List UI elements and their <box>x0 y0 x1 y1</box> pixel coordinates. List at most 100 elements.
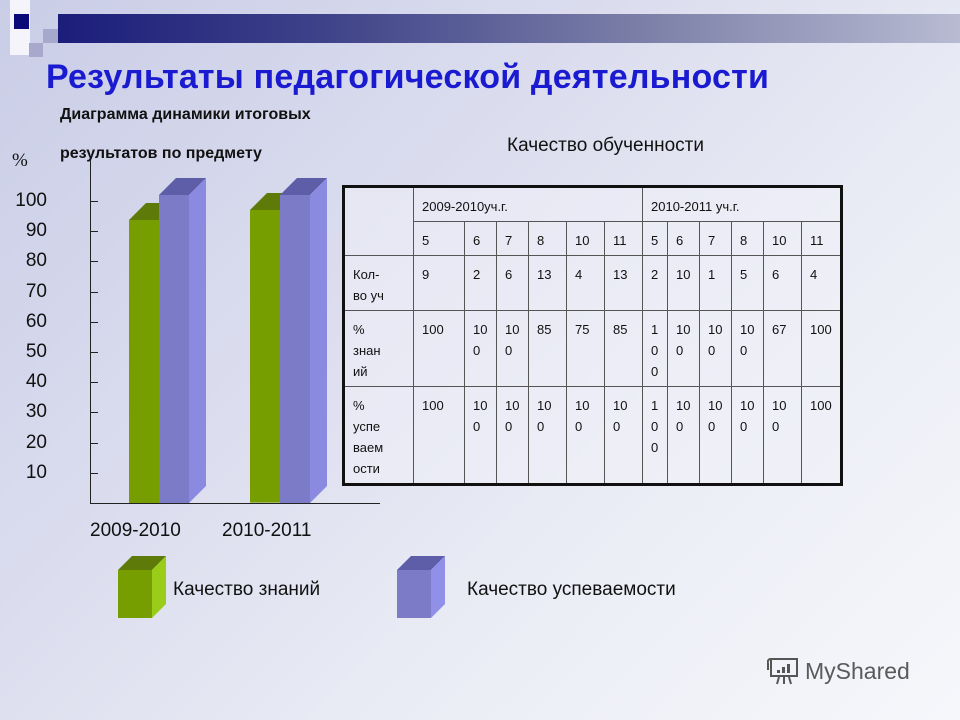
y-tick-label: 10 <box>25 461 47 483</box>
y-tick-label: 100 <box>15 190 47 211</box>
table-cell: 6 <box>763 255 802 311</box>
x-axis <box>90 503 380 504</box>
legend-green-swatch <box>118 556 166 618</box>
row-label-cell: % знан ий <box>343 310 414 387</box>
grade-header-cell: 11 <box>604 221 643 256</box>
table-cell: 9 <box>413 255 465 311</box>
chart-subtitle-line1: Диаграмма динамики итоговых <box>60 106 311 123</box>
grade-header-cell: 6 <box>667 221 700 256</box>
table-cell: 75 <box>566 310 605 387</box>
table-cell: 5 <box>731 255 764 311</box>
decor-square-light <box>29 43 43 57</box>
header-banner <box>58 14 960 43</box>
y-tick-label: 70 <box>25 280 47 302</box>
row-label-cell: Кол-во уч <box>343 255 414 311</box>
y-tick-mark <box>90 321 98 323</box>
table-cell: 6 <box>496 255 529 311</box>
table-cell: 100 <box>413 386 465 485</box>
table-row: Кол-во уч 9 2 6 13 4 13 2 10 1 5 6 4 <box>343 255 842 311</box>
table-cell: 1 <box>699 255 732 311</box>
table-cell: 67 <box>763 310 802 387</box>
table-cell: 100 <box>801 310 842 387</box>
y-tick-mark <box>90 201 98 202</box>
y-tick-label: 50 <box>25 341 47 362</box>
bar-progress-quality-2010-2011 <box>280 178 327 503</box>
y-tick-label: 20 <box>25 431 47 453</box>
watermark: MyShared <box>767 656 910 686</box>
legend-green-label: Качество знаний <box>173 579 321 600</box>
x-label-2009-2010: 2009-2010 <box>90 520 181 541</box>
table-title: Качество обученности <box>507 135 704 156</box>
y-tick-label: 40 <box>25 371 47 393</box>
y-tick-mark <box>90 231 98 233</box>
table-cell: 2 <box>642 255 668 311</box>
table-corner-cell <box>343 186 414 256</box>
y-tick-mark <box>90 291 98 293</box>
table-cell: 10 <box>667 255 700 311</box>
table-cell: 85 <box>604 310 643 387</box>
table-cell: 4 <box>801 255 842 311</box>
grade-header-cell: 6 <box>464 221 497 256</box>
y-axis <box>90 160 91 504</box>
y-tick-mark <box>90 412 98 414</box>
grade-header-cell: 5 <box>642 221 668 256</box>
grade-header-cell: 10 <box>763 221 802 256</box>
decor-square-navy <box>14 14 29 29</box>
grade-header-cell: 7 <box>699 221 732 256</box>
slide-title: Результаты педагогической деятельности <box>46 58 770 96</box>
grade-header-cell: 5 <box>413 221 465 256</box>
table-cell: 13 <box>604 255 643 311</box>
y-tick-label: 90 <box>25 220 47 242</box>
y-tick-label: 60 <box>25 310 47 332</box>
quality-table: 2009-2010уч.г. 2010-2011 уч.г. 5 6 7 8 10 11 5 6 7… <box>342 185 843 486</box>
table-cell: 100 <box>413 310 465 387</box>
row-label-cell: % успе ваем ости <box>343 386 414 485</box>
decor-square-light <box>43 29 58 43</box>
legend-blue-label: Качество успеваемости <box>467 579 676 600</box>
y-tick-label: 80 <box>25 250 47 272</box>
legend-blue-swatch <box>397 556 445 618</box>
year-header-cell: 2010-2011 уч.г. <box>642 186 842 222</box>
table-row: % знан ий 100 10 0 10 0 85 75 85 1 0 0 10 0 10 0 10 0 67 100 <box>343 310 842 387</box>
presentation-board-icon <box>767 658 798 685</box>
table-cell: 85 <box>528 310 567 387</box>
grade-header-cell: 8 <box>528 221 567 256</box>
y-axis-unit: % <box>12 150 28 171</box>
watermark-text: MyShared <box>805 657 910 684</box>
table-header-grades: 5 6 7 8 10 11 5 6 7 8 10 11 <box>344 221 842 256</box>
table-cell: 2 <box>464 255 497 311</box>
table-cell: 13 <box>528 255 567 311</box>
year-header-cell: 2009-2010уч.г. <box>413 186 643 222</box>
grade-header-cell: 7 <box>496 221 529 256</box>
grade-header-cell: 11 <box>801 221 842 256</box>
x-label-2010-2011: 2010-2011 <box>222 520 312 541</box>
y-tick-mark <box>90 442 98 444</box>
bar-progress-quality-2009-2010 <box>159 178 206 503</box>
y-tick-label: 30 <box>25 401 47 423</box>
y-tick-mark <box>90 472 98 474</box>
grade-header-cell: 10 <box>566 221 605 256</box>
table-cell: 100 <box>801 386 842 485</box>
table-cell: 4 <box>566 255 605 311</box>
y-tick-mark <box>90 382 98 384</box>
table-header-years: 2009-2010уч.г. 2010-2011 уч.г. <box>343 186 842 256</box>
y-tick-mark <box>90 352 98 353</box>
table-row: % успе ваем ости 100 10 0 10 0 10 0 10 0 10 0 1 0 0 10 0 10 0… <box>343 386 842 485</box>
y-tick-mark <box>90 261 98 263</box>
